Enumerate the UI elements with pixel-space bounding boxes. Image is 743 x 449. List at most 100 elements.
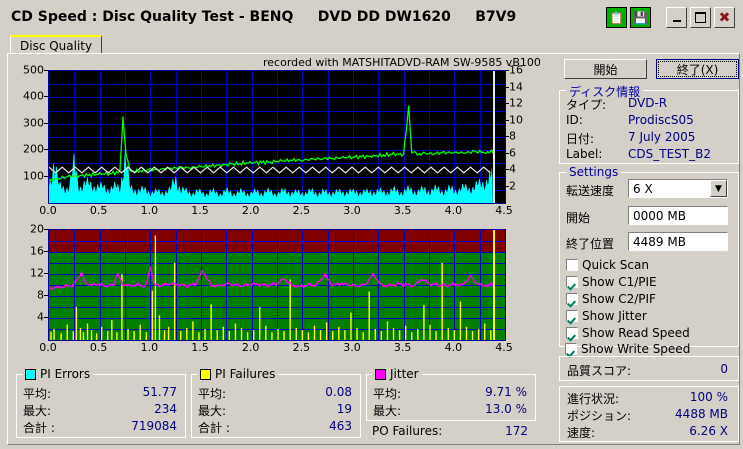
checkbox-show-c1-pie[interactable]: Show C1/PIE (566, 275, 657, 289)
progress-label: 進行状況: (567, 392, 620, 406)
jitter-color-swatch (375, 368, 386, 380)
x-tick-label: 0.0 (39, 204, 57, 217)
y-tick-mark (44, 251, 48, 252)
x-tick-label: 3.0 (343, 341, 361, 354)
grid-line-h (49, 241, 505, 242)
jitter-avg-value: 9.71 % (485, 385, 527, 399)
chart-series (49, 235, 494, 340)
jitter-title-text: Jitter (390, 367, 419, 381)
checkbox-quick-scan-label: Quick Scan (582, 258, 649, 272)
grid-line-h (49, 163, 505, 165)
y-tick-mark (44, 229, 48, 230)
y-tick-mark (44, 175, 48, 177)
grid-line-h (49, 329, 505, 330)
pi-errors-color-swatch (25, 368, 36, 380)
position-label: ポジション: (567, 409, 632, 423)
title-bar: CD Speed : Disc Quality Test - BENQ DVD … (4, 4, 739, 30)
y-tick-mark (44, 317, 48, 318)
checkbox-show-jitter-box[interactable] (566, 310, 578, 322)
pi-failures-stats: PI Failures 平均: 0.08 最大: 19 合計 : 463 (191, 367, 361, 438)
y2-tick-mark (505, 103, 509, 104)
checkbox-show-read-speed-box[interactable] (566, 327, 578, 339)
checkbox-show-write-speed-box[interactable] (565, 343, 577, 355)
transfer-speed-value: 6 X (633, 181, 653, 196)
x-tick-label: 3.5 (393, 204, 412, 217)
checkbox-show-c1-pie-label: Show C1/PIE (582, 275, 657, 289)
transfer-speed-select[interactable]: 6 X ▼ (628, 179, 728, 198)
y2-tick-mark (505, 136, 509, 137)
minimize-button[interactable] (666, 7, 687, 28)
x-tick-label: 2.5 (292, 204, 311, 217)
disc-info-group: ディスク情報 タイプ: DVD-R ID: ProdiscS05 日付: 7 J… (559, 83, 739, 164)
pi-failures-title-text: PI Failures (215, 367, 276, 381)
checkbox-quick-scan-box[interactable] (566, 259, 578, 271)
copy-icon[interactable]: 📋 (606, 7, 627, 28)
y2-tick-label: 8 (509, 129, 516, 143)
y2-tick-label: 6 (509, 146, 516, 159)
close-button[interactable]: ✖ (714, 7, 735, 28)
checkbox-show-read-speed[interactable]: Show Read Speed (566, 326, 690, 340)
pi-errors-total-label: 合計 : (23, 421, 55, 435)
position-cursor (492, 230, 495, 340)
disc-id-label: ID: (566, 113, 583, 127)
y-tick-label: 200 (23, 142, 44, 156)
y-tick-label: 8 (37, 288, 44, 302)
speed-value: 6.26 X (689, 424, 728, 438)
exit-button[interactable]: 終了(X) (656, 59, 739, 79)
maximize-button[interactable] (690, 7, 711, 28)
disc-label-label: Label: (566, 147, 603, 161)
status-group: 進行状況: 100 % ポジション: 4488 MB 速度: 6.26 X (559, 386, 739, 442)
checkbox-show-jitter-label: Show Jitter (582, 309, 647, 323)
checkbox-show-write-speed[interactable]: Show Write Speed (565, 342, 690, 356)
y2-tick-label: 4 (509, 162, 516, 176)
checkbox-show-c1-pie-box[interactable] (566, 276, 578, 288)
y2-tick-label: 10 (509, 113, 523, 126)
grid-line-h (49, 285, 505, 286)
end-position-input[interactable]: 4489 MB (628, 232, 728, 251)
grid-line-h (49, 150, 505, 152)
x-tick-label: 2.0 (241, 341, 260, 354)
po-failures-value: 172 (505, 424, 528, 438)
po-failures-row: PO Failures: 172 (366, 424, 536, 440)
y-tick-label: 16 (30, 244, 44, 258)
series-pi-errors (49, 147, 493, 203)
y-tick-mark (44, 273, 48, 274)
checkbox-show-c2-pif[interactable]: Show C2/PIF (566, 292, 656, 306)
window-title: CD Speed : Disc Quality Test - BENQ DVD … (11, 9, 517, 25)
pi-failures-avg-value: 0.08 (325, 385, 352, 399)
jitter-max-label: 最大: (373, 404, 402, 418)
y2-tick-label: 2 (509, 179, 516, 192)
tab-disc-quality[interactable]: Disc Quality (10, 35, 103, 54)
chevron-down-icon[interactable]: ▼ (710, 180, 727, 197)
pi-failures-max-label: 最大: (198, 404, 227, 418)
x-tick-label: 1.0 (140, 341, 159, 354)
y-tick-mark (44, 295, 48, 296)
grid-line-h (49, 318, 505, 319)
y-tick-label: 400 (23, 89, 44, 103)
minimize-icon (672, 19, 681, 22)
pi-failures-total-value: 463 (329, 419, 352, 433)
checkbox-show-c2-pif-box[interactable] (566, 293, 578, 305)
pi-failures-chart: 4 8 12 16 20 0.0 0.5 1.0 1.5 2.0 2.5 3.0 3.5 4.0 4.5 (8, 219, 548, 367)
grid-line-h (49, 110, 505, 112)
grid-line-h (49, 274, 505, 275)
series-jitter (49, 266, 494, 291)
progress-value: 100 % (689, 390, 728, 404)
start-position-input[interactable]: 0000 MB (628, 206, 728, 225)
y2-tick-mark (505, 119, 509, 121)
start-position-label: 開始 (566, 211, 591, 225)
title-bar-controls: 📋 💾 ✖ (606, 7, 735, 28)
x-tick-label: 0.5 (89, 204, 108, 217)
quality-score-group: 品質スコア: 0 (559, 356, 739, 381)
checkbox-show-jitter[interactable]: Show Jitter (566, 309, 647, 323)
chart-series (49, 105, 494, 203)
y-tick-label: 100 (23, 169, 44, 183)
disc-date-value: 7 July 2005 (628, 130, 696, 144)
start-button[interactable]: 開始 (564, 59, 647, 79)
checkbox-quick-scan[interactable]: Quick Scan (566, 258, 649, 272)
pi-errors-max-value: 234 (154, 402, 177, 416)
save-icon[interactable]: 💾 (630, 7, 651, 28)
y-tick-mark (44, 122, 48, 124)
pi-failures-avg-label: 平均: (198, 387, 227, 401)
x-tick-label: 4.5 (495, 341, 513, 354)
